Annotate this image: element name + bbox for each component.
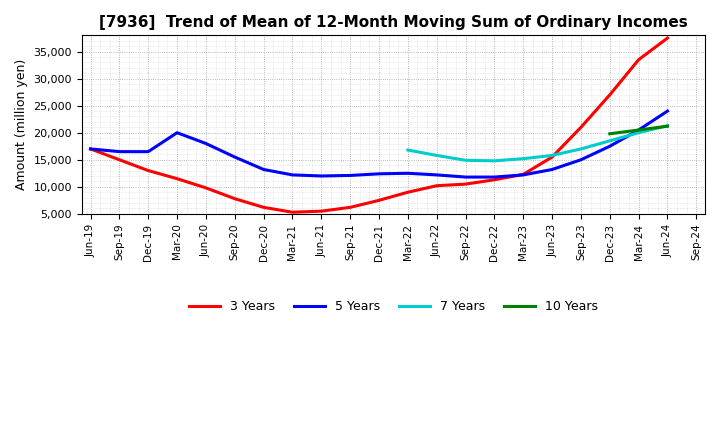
5 Years bbox=[634, 127, 643, 132]
7 Years bbox=[433, 153, 441, 158]
3 Years bbox=[115, 157, 124, 162]
3 Years bbox=[144, 168, 153, 173]
3 Years bbox=[173, 176, 181, 181]
5 Years bbox=[346, 173, 354, 178]
5 Years bbox=[548, 167, 557, 172]
3 Years bbox=[259, 205, 268, 210]
Line: 10 Years: 10 Years bbox=[610, 126, 667, 134]
7 Years bbox=[663, 123, 672, 128]
5 Years bbox=[519, 172, 528, 178]
5 Years bbox=[288, 172, 297, 178]
7 Years bbox=[403, 147, 412, 153]
3 Years bbox=[317, 209, 325, 214]
5 Years bbox=[230, 154, 239, 160]
3 Years bbox=[548, 154, 557, 160]
3 Years bbox=[433, 183, 441, 188]
7 Years bbox=[519, 156, 528, 161]
5 Years bbox=[577, 157, 585, 162]
3 Years bbox=[86, 146, 95, 151]
3 Years bbox=[288, 209, 297, 215]
Y-axis label: Amount (million yen): Amount (million yen) bbox=[15, 59, 28, 190]
10 Years bbox=[634, 127, 643, 132]
5 Years bbox=[317, 173, 325, 179]
3 Years bbox=[634, 57, 643, 62]
10 Years bbox=[606, 131, 614, 136]
3 Years bbox=[490, 177, 499, 183]
7 Years bbox=[606, 138, 614, 143]
7 Years bbox=[490, 158, 499, 164]
5 Years bbox=[462, 174, 470, 180]
5 Years bbox=[144, 149, 153, 154]
Line: 5 Years: 5 Years bbox=[91, 111, 667, 177]
3 Years bbox=[462, 181, 470, 187]
5 Years bbox=[86, 146, 95, 151]
3 Years bbox=[403, 190, 412, 195]
Legend: 3 Years, 5 Years, 7 Years, 10 Years: 3 Years, 5 Years, 7 Years, 10 Years bbox=[184, 295, 603, 318]
7 Years bbox=[462, 158, 470, 163]
3 Years bbox=[519, 172, 528, 177]
Line: 7 Years: 7 Years bbox=[408, 126, 667, 161]
7 Years bbox=[577, 146, 585, 151]
7 Years bbox=[634, 130, 643, 136]
3 Years bbox=[663, 35, 672, 40]
5 Years bbox=[663, 108, 672, 114]
Title: [7936]  Trend of Mean of 12-Month Moving Sum of Ordinary Incomes: [7936] Trend of Mean of 12-Month Moving … bbox=[99, 15, 688, 30]
3 Years bbox=[346, 205, 354, 210]
5 Years bbox=[115, 149, 124, 154]
3 Years bbox=[230, 196, 239, 202]
5 Years bbox=[202, 141, 210, 146]
5 Years bbox=[403, 171, 412, 176]
3 Years bbox=[202, 185, 210, 191]
3 Years bbox=[577, 125, 585, 130]
5 Years bbox=[374, 171, 383, 176]
5 Years bbox=[490, 174, 499, 180]
3 Years bbox=[374, 198, 383, 203]
10 Years bbox=[663, 124, 672, 129]
5 Years bbox=[259, 167, 268, 172]
5 Years bbox=[606, 143, 614, 149]
5 Years bbox=[173, 130, 181, 136]
3 Years bbox=[606, 92, 614, 98]
Line: 3 Years: 3 Years bbox=[91, 38, 667, 212]
5 Years bbox=[433, 172, 441, 178]
7 Years bbox=[548, 153, 557, 158]
